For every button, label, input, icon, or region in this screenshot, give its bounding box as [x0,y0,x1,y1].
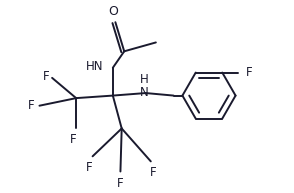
Text: F: F [150,166,157,179]
Text: F: F [246,66,253,79]
Text: N: N [140,86,149,99]
Text: HN: HN [86,60,103,73]
Text: F: F [28,99,34,112]
Text: F: F [86,161,92,174]
Text: F: F [117,177,124,190]
Text: O: O [108,5,118,18]
Text: F: F [70,133,77,146]
Text: F: F [42,70,49,83]
Text: H: H [140,73,149,86]
